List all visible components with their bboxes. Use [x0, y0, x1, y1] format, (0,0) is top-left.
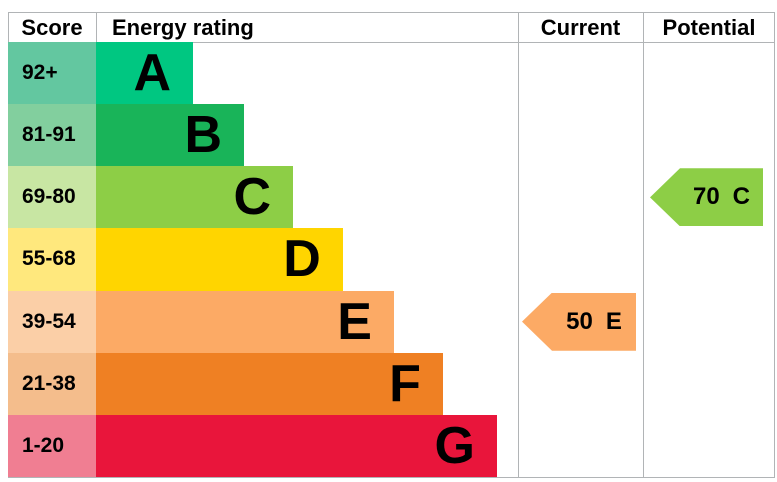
potential-rating-arrow: 70 C — [650, 168, 763, 227]
energy-rating-header: Energy rating — [112, 14, 254, 40]
current-rating-letter: E — [605, 307, 622, 335]
current-rating-arrow: 50 E — [522, 292, 636, 351]
score-cell-a: 92+ — [8, 42, 96, 105]
band-bar-d: D — [96, 228, 343, 291]
score-range-c: 69-80 — [22, 185, 76, 209]
score-range-a: 92+ — [22, 61, 58, 85]
band-row-a: 92+ A — [8, 42, 518, 105]
band-row-c: 69-80 C — [8, 166, 518, 229]
band-letter-a: A — [133, 44, 172, 103]
band-bar-g: G — [96, 414, 497, 477]
band-letter-c: C — [233, 168, 272, 227]
table-bottom-border — [8, 477, 775, 478]
score-cell-c: 69-80 — [8, 166, 96, 229]
rating-column-divider — [518, 12, 519, 478]
band-bar-a: A — [96, 42, 194, 105]
band-bar-b: B — [96, 104, 245, 167]
band-letter-d: D — [283, 230, 321, 289]
score-column-divider — [96, 12, 97, 43]
band-rows: 92+ A 81-91 B 69-80 C 55-68 D 39-54 E 21… — [8, 42, 518, 477]
band-row-e: 39-54 E — [8, 290, 518, 353]
current-header: Current — [540, 14, 621, 40]
score-range-b: 81-91 — [22, 123, 76, 147]
potential-rating-value: 70 — [692, 183, 720, 211]
band-row-f: 21-38 F — [8, 352, 518, 415]
band-bar-c: C — [96, 166, 294, 229]
current-column-divider — [643, 12, 644, 478]
score-cell-g: 1-20 — [8, 414, 96, 477]
potential-header: Potential — [662, 14, 756, 40]
score-cell-e: 39-54 — [8, 290, 96, 353]
band-bar-e: E — [96, 290, 394, 353]
score-cell-d: 55-68 — [8, 228, 96, 291]
table-right-border — [774, 12, 775, 478]
score-range-f: 21-38 — [22, 371, 76, 395]
band-letter-b: B — [184, 106, 223, 165]
header-divider-line — [8, 42, 775, 43]
band-row-g: 1-20 G — [8, 414, 518, 477]
band-letter-g: G — [434, 416, 475, 475]
band-row-d: 55-68 D — [8, 228, 518, 291]
table-top-border — [8, 12, 775, 13]
score-header: Score — [21, 14, 83, 40]
band-bar-f: F — [96, 352, 443, 415]
band-letter-f: F — [389, 354, 421, 413]
score-range-d: 55-68 — [22, 247, 76, 271]
score-range-g: 1-20 — [22, 433, 65, 457]
band-letter-e: E — [337, 292, 372, 351]
potential-rating-letter: C — [732, 183, 751, 211]
current-rating-value: 50 — [566, 307, 593, 335]
score-range-e: 39-54 — [22, 309, 76, 333]
band-row-b: 81-91 B — [8, 104, 518, 167]
score-cell-f: 21-38 — [8, 352, 96, 415]
score-cell-b: 81-91 — [8, 104, 96, 167]
rating-table: Score Energy rating Current Potential 92… — [8, 12, 775, 478]
